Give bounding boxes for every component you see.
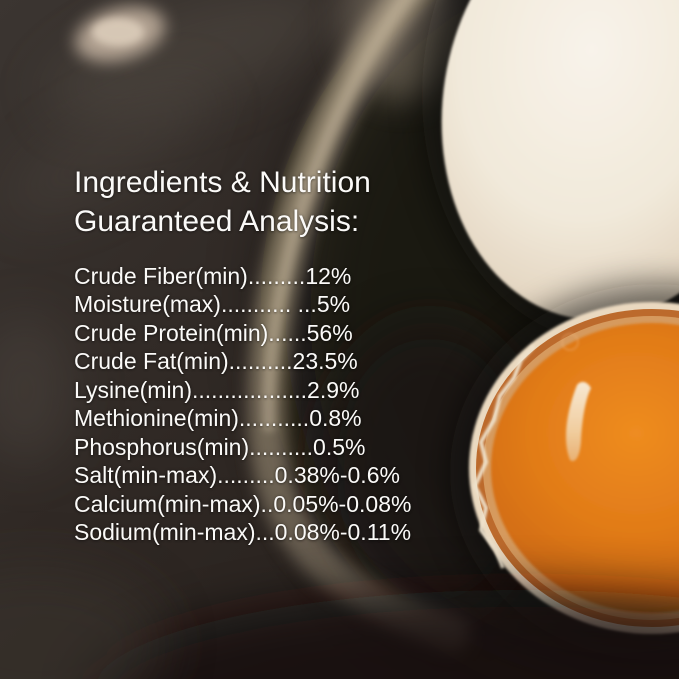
heading-line-2: Guaranteed Analysis: (74, 205, 360, 238)
yolk-bubble (561, 333, 579, 351)
nutrient-row-crude-fat: Crude Fat(min)..........23.5% (74, 348, 358, 375)
nutrient-row-crude-fiber: Crude Fiber(min).........12% (74, 263, 352, 289)
nutrient-row-phosphorus: Phosphorus(min)..........0.5% (74, 433, 366, 460)
nutrient-row-moisture: Moisture(max)........... ...5% (74, 291, 351, 318)
nutrient-row-methionine: Methionine(min)...........0.8% (74, 405, 362, 432)
bottom-vignette (95, 590, 679, 679)
smoke-wisp (4, 80, 216, 220)
heading-line-1: Ingredients & Nutrition (74, 166, 371, 199)
nutrient-row-crude-protein: Crude Protein(min)......56% (74, 319, 353, 346)
section-heading: Ingredients & Nutrition Guaranteed Analy… (74, 163, 371, 241)
yolk-highlight (566, 381, 591, 462)
mortar-rim-highlight-core (262, 0, 413, 432)
guaranteed-analysis-list: Crude Fiber(min).........12% Moisture(ma… (74, 262, 411, 547)
smoke-wisp (0, 315, 75, 465)
nutrient-row-lysine: Lysine(min)..................2.9% (74, 376, 360, 403)
nutrient-row-sodium: Sodium(min-max)...0.08%-0.11% (74, 519, 412, 546)
egg-yolk (491, 323, 679, 613)
whole-egg (441, 0, 679, 320)
bottom-left-sheen (0, 565, 165, 679)
nutrient-row-calcium: Calcium(min-max)..0.05%-0.08% (74, 490, 412, 517)
light-speck-core (92, 18, 144, 46)
shell-crack-edge (472, 344, 536, 569)
nutrient-row-salt: Salt(min-max).........0.38%-0.6% (74, 462, 400, 489)
smoke-wisp (46, 0, 334, 121)
